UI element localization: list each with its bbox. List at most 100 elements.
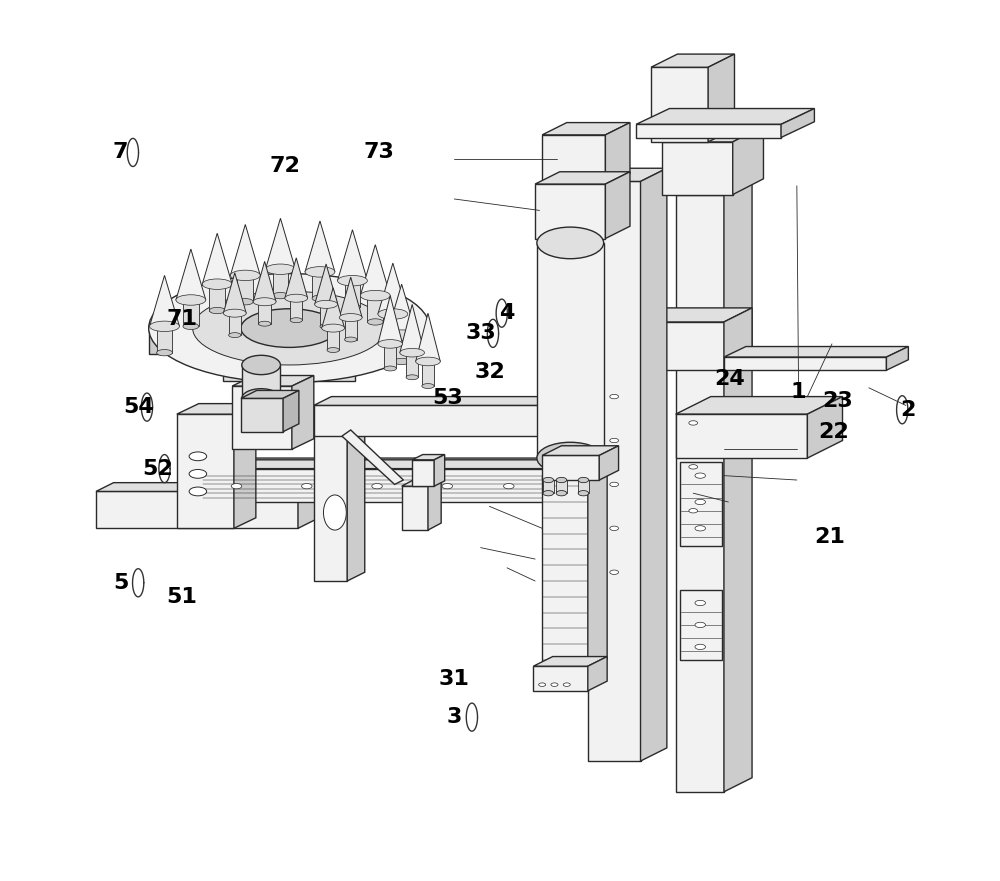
Ellipse shape — [323, 495, 346, 530]
Ellipse shape — [689, 421, 698, 426]
Polygon shape — [232, 375, 314, 386]
Text: 1: 1 — [791, 382, 806, 403]
Polygon shape — [412, 460, 434, 486]
Polygon shape — [535, 172, 630, 184]
Polygon shape — [533, 666, 588, 691]
Ellipse shape — [385, 311, 401, 317]
Polygon shape — [588, 466, 607, 669]
Polygon shape — [605, 122, 630, 186]
Polygon shape — [588, 656, 607, 691]
Polygon shape — [96, 492, 298, 529]
Polygon shape — [223, 273, 246, 313]
Ellipse shape — [442, 484, 453, 489]
Polygon shape — [177, 403, 256, 414]
Polygon shape — [345, 317, 357, 339]
Ellipse shape — [209, 307, 225, 314]
Polygon shape — [378, 263, 408, 314]
Ellipse shape — [189, 452, 207, 461]
Polygon shape — [347, 423, 365, 581]
Text: 3: 3 — [447, 707, 462, 727]
Polygon shape — [406, 352, 418, 377]
Polygon shape — [384, 344, 396, 368]
Text: 21: 21 — [814, 527, 845, 547]
Polygon shape — [241, 398, 283, 432]
Ellipse shape — [384, 342, 396, 346]
Ellipse shape — [563, 683, 570, 686]
Polygon shape — [201, 469, 544, 502]
Ellipse shape — [223, 309, 246, 317]
Polygon shape — [314, 396, 569, 405]
Polygon shape — [230, 225, 260, 276]
Ellipse shape — [157, 323, 172, 329]
Text: 7: 7 — [113, 143, 128, 162]
Ellipse shape — [290, 318, 302, 322]
Polygon shape — [434, 455, 445, 486]
Polygon shape — [724, 307, 752, 370]
Ellipse shape — [578, 478, 589, 483]
Polygon shape — [237, 276, 253, 301]
Text: 2: 2 — [901, 400, 916, 419]
Polygon shape — [387, 285, 417, 335]
Polygon shape — [542, 476, 588, 669]
Text: 32: 32 — [474, 362, 505, 382]
Ellipse shape — [378, 309, 408, 319]
Polygon shape — [542, 446, 619, 455]
Polygon shape — [327, 328, 339, 350]
Ellipse shape — [273, 292, 288, 299]
Polygon shape — [886, 346, 908, 370]
Ellipse shape — [539, 683, 546, 686]
Ellipse shape — [610, 439, 619, 442]
Ellipse shape — [695, 600, 706, 605]
Polygon shape — [298, 483, 316, 529]
Polygon shape — [183, 300, 199, 326]
Ellipse shape — [338, 276, 367, 286]
Polygon shape — [542, 135, 605, 186]
Text: 71: 71 — [167, 309, 198, 329]
Polygon shape — [150, 276, 179, 326]
Ellipse shape — [610, 526, 619, 530]
Polygon shape — [400, 304, 424, 352]
Ellipse shape — [345, 278, 360, 284]
Polygon shape — [345, 281, 360, 307]
Ellipse shape — [610, 482, 619, 486]
Ellipse shape — [610, 570, 619, 574]
Ellipse shape — [237, 299, 253, 305]
Polygon shape — [402, 486, 428, 530]
Polygon shape — [394, 335, 410, 361]
Polygon shape — [314, 405, 551, 436]
Polygon shape — [234, 403, 256, 529]
Ellipse shape — [312, 269, 328, 275]
Polygon shape — [367, 296, 383, 322]
Polygon shape — [544, 458, 566, 502]
Polygon shape — [342, 430, 403, 485]
Polygon shape — [733, 126, 763, 195]
Ellipse shape — [387, 329, 417, 340]
Polygon shape — [542, 466, 607, 476]
Polygon shape — [232, 386, 292, 449]
Ellipse shape — [229, 311, 241, 315]
Polygon shape — [202, 233, 232, 285]
Polygon shape — [537, 243, 604, 458]
Ellipse shape — [231, 484, 242, 489]
Text: 73: 73 — [363, 143, 394, 162]
Polygon shape — [149, 328, 430, 354]
Ellipse shape — [229, 333, 241, 337]
Ellipse shape — [400, 348, 424, 357]
Ellipse shape — [695, 622, 706, 627]
Polygon shape — [662, 126, 763, 142]
Ellipse shape — [394, 359, 410, 365]
Polygon shape — [416, 313, 440, 361]
Polygon shape — [209, 285, 225, 310]
Polygon shape — [253, 262, 276, 301]
Ellipse shape — [339, 314, 362, 322]
Ellipse shape — [695, 500, 706, 505]
Ellipse shape — [537, 227, 604, 259]
Polygon shape — [641, 168, 667, 761]
Polygon shape — [542, 122, 630, 135]
Polygon shape — [551, 396, 569, 436]
Ellipse shape — [327, 348, 339, 352]
Ellipse shape — [367, 319, 383, 325]
Text: 54: 54 — [123, 397, 154, 417]
Ellipse shape — [385, 337, 401, 344]
Polygon shape — [177, 414, 234, 529]
